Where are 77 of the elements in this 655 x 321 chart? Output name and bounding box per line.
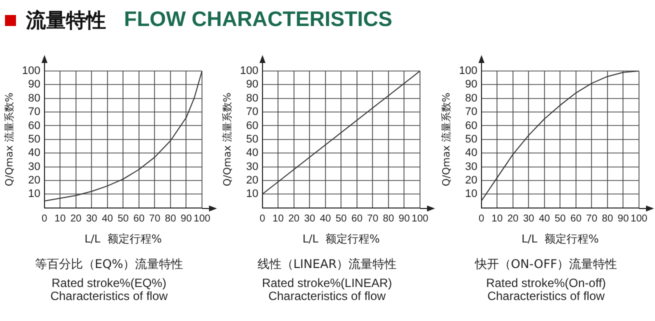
x-tick-label: 20	[507, 214, 519, 225]
x-tick-label: 90	[398, 214, 410, 225]
y-tick-label: 100	[240, 65, 258, 78]
x-tick-label: 50	[118, 214, 130, 225]
text: Rated stroke%(EQ%) Characteristics of flow	[49, 276, 169, 303]
y-tick-label: 50	[465, 133, 478, 146]
y-tick-label: 30	[246, 160, 258, 173]
x-tick-label: 80	[164, 214, 176, 225]
x-tick-label: 30	[304, 214, 316, 225]
x-tick-label: 60	[133, 214, 145, 225]
y-tick-label: 80	[246, 92, 258, 104]
text: 线性（LINEAR）流量特性	[256, 257, 398, 271]
x-tick-label: 90	[618, 214, 630, 225]
y-tick-label: 50	[246, 133, 258, 146]
y-tick-label: 10	[246, 188, 258, 200]
y-tick-label: 70	[465, 106, 478, 118]
x-tick-label: 70	[586, 214, 598, 225]
x-tick-label: 0	[260, 214, 266, 225]
text: Rated stroke%(LINEAR) Characteristics of flow	[260, 276, 394, 303]
x-tick-label: 40	[102, 214, 114, 225]
y-axis-title: Q/Qmax 流量系数%	[4, 92, 16, 186]
x-tick-label: 50	[554, 214, 566, 225]
y-tick-label: 80	[28, 92, 40, 104]
y-tick-label: 30	[465, 160, 478, 173]
x-tick-label: 70	[367, 214, 379, 225]
x-tick-label: 20	[288, 214, 300, 225]
text: FLOW CHARACTERISTICS	[124, 8, 392, 32]
y-tick-label: 60	[246, 120, 258, 132]
x-tick-label: 40	[538, 214, 550, 225]
x-tick-label: 100	[194, 214, 211, 225]
y-tick-label: 60	[28, 120, 40, 132]
x-tick-label: 30	[86, 214, 98, 225]
x-tick-label: 10	[492, 214, 504, 225]
x-tick-label: 60	[351, 214, 363, 225]
y-tick-label: 80	[465, 92, 478, 104]
y-tick-label: 70	[246, 106, 258, 118]
y-tick-label: 100	[458, 65, 478, 78]
x-tick-label: 10	[54, 214, 66, 225]
x-axis-title: L/L 额定行程%	[521, 232, 599, 246]
x-tick-label: 80	[602, 214, 614, 225]
text: 流量特性	[26, 6, 106, 34]
x-tick-label: 20	[70, 214, 82, 225]
y-tick-label: 40	[28, 147, 40, 160]
y-tick-label: 60	[465, 120, 478, 132]
y-tick-label: 100	[22, 65, 40, 78]
text: 快开（ON-OFF）流量特性	[474, 257, 618, 271]
y-tick-label: 70	[28, 106, 40, 118]
text: Rated stroke%(On-off) Characteristics of flow	[485, 276, 607, 303]
y-tick-label: 20	[465, 174, 478, 186]
text: 等百分比（EQ%）流量特性	[34, 257, 184, 271]
x-axis-title: L/L 额定行程%	[84, 232, 162, 246]
x-tick-label: 70	[149, 214, 161, 225]
x-tick-label: 100	[630, 214, 648, 225]
x-tick-label: 90	[180, 214, 192, 225]
y-tick-label: 40	[465, 147, 478, 160]
y-tick-label: 10	[28, 188, 40, 200]
x-axis-title: L/L 额定行程%	[302, 232, 380, 246]
y-tick-label: 90	[465, 78, 478, 91]
y-tick-label: 20	[246, 174, 258, 186]
x-tick-label: 40	[320, 214, 332, 225]
y-tick-label: 10	[465, 188, 478, 200]
y-axis-title: Q/Qmax 流量系数%	[222, 92, 234, 186]
x-tick-label: 80	[382, 214, 394, 225]
y-tick-label: 90	[28, 78, 40, 91]
y-tick-label: 90	[246, 78, 258, 91]
y-tick-label: 50	[28, 133, 40, 146]
y-tick-label: 30	[28, 160, 40, 173]
x-tick-label: 60	[570, 214, 582, 225]
y-tick-label: 40	[246, 147, 258, 160]
x-tick-label: 50	[336, 214, 348, 225]
x-tick-label: 0	[478, 214, 485, 225]
x-tick-label: 100	[412, 214, 429, 225]
x-tick-label: 10	[272, 214, 284, 225]
x-tick-label: 30	[523, 214, 535, 225]
y-tick-label: 20	[28, 174, 40, 186]
y-axis-title: Q/Qmax 流量系数%	[440, 92, 453, 186]
x-tick-label: 0	[42, 214, 48, 225]
